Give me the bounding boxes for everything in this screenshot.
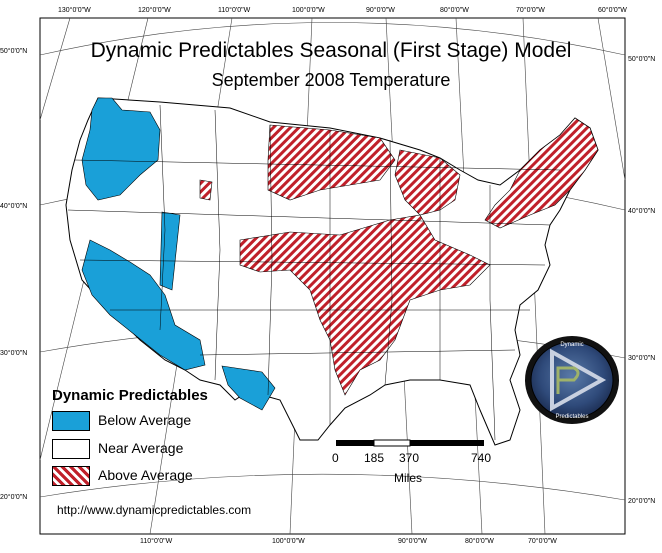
below-region-texas <box>221 365 276 411</box>
tick-left-50: 50°0'0"N <box>0 48 28 55</box>
tick-right-20: 20°0'0"N <box>628 498 656 505</box>
below-region-california <box>81 239 206 371</box>
scale-tick-740: 740 <box>471 451 492 465</box>
play-triangle-icon <box>550 348 607 412</box>
tick-right-30: 30°0'0"N <box>628 355 656 362</box>
legend-label-below: Below Average <box>98 412 192 428</box>
map-title: Dynamic Predictables Seasonal (First Sta… <box>90 39 572 62</box>
legend-swatch-near <box>52 439 90 459</box>
above-region-northeast <box>484 117 599 229</box>
above-average-regions <box>199 117 599 396</box>
graticule-lat-50 <box>39 22 626 56</box>
tick-left-30: 30°0'0"N <box>0 350 28 357</box>
tick-right-50: 50°0'0"N <box>628 56 656 63</box>
scale-tick-185: 185 <box>364 451 385 465</box>
tick-top-120: 120°0'0"W <box>138 7 171 14</box>
tick-bottom-90: 90°0'0"W <box>398 538 427 545</box>
tick-top-60: 60°0'0"W <box>598 7 627 14</box>
tick-top-100: 100°0'0"W <box>292 7 325 14</box>
tick-bottom-110: 110°0'0"W <box>140 538 173 545</box>
graticule-lon-130 <box>39 17 71 121</box>
tick-bottom-80: 80°0'0"W <box>465 538 494 545</box>
tick-top-90: 90°0'0"W <box>366 7 395 14</box>
legend-swatch-above <box>52 466 90 486</box>
logo-bottom-text: Predictables <box>555 414 588 420</box>
tick-bottom-100: 100°0'0"W <box>272 538 305 545</box>
legend-swatch-below <box>52 411 90 431</box>
scale-tick-370: 370 <box>399 451 420 465</box>
tick-top-130: 130°0'0"W <box>58 7 91 14</box>
tick-left-20: 20°0'0"N <box>0 494 28 501</box>
dynamic-predictables-logo: Dynamic Predictables <box>525 336 619 424</box>
above-region-central-plains <box>239 214 491 396</box>
legend-item-near: Near Average <box>52 439 222 461</box>
scale-tick-0: 0 <box>332 451 339 465</box>
legend-title: Dynamic Predictables <box>52 387 208 404</box>
legend-item-above: Above Average <box>52 466 222 488</box>
logo-top-text: Dynamic <box>560 342 583 348</box>
logo-p-glyph <box>556 366 580 394</box>
map-subtitle: September 2008 Temperature <box>211 70 451 90</box>
tick-top-80: 80°0'0"W <box>440 7 469 14</box>
tick-left-40: 40°0'0"N <box>0 203 28 210</box>
legend-label-near: Near Average <box>98 440 184 456</box>
legend-item-below: Below Average <box>52 411 222 433</box>
tick-bottom-70: 70°0'0"W <box>528 538 557 545</box>
website-url: http://www.dynamicpredictables.com <box>57 503 252 517</box>
scale-bar <box>336 439 484 447</box>
graticule-lon-60 <box>597 17 626 181</box>
legend-label-above: Above Average <box>98 467 193 483</box>
tick-top-110: 110°0'0"W <box>218 7 251 14</box>
above-region-north-central <box>267 124 396 201</box>
tick-right-40: 40°0'0"N <box>628 208 656 215</box>
division-boundaries <box>67 104 561 441</box>
tick-top-70: 70°0'0"W <box>516 7 545 14</box>
map-border <box>39 17 626 535</box>
graticule-lat-20 <box>39 473 626 501</box>
below-region-pacific-nw <box>81 97 161 201</box>
above-region-west-small <box>199 179 213 201</box>
scale-unit: Miles <box>394 471 423 485</box>
